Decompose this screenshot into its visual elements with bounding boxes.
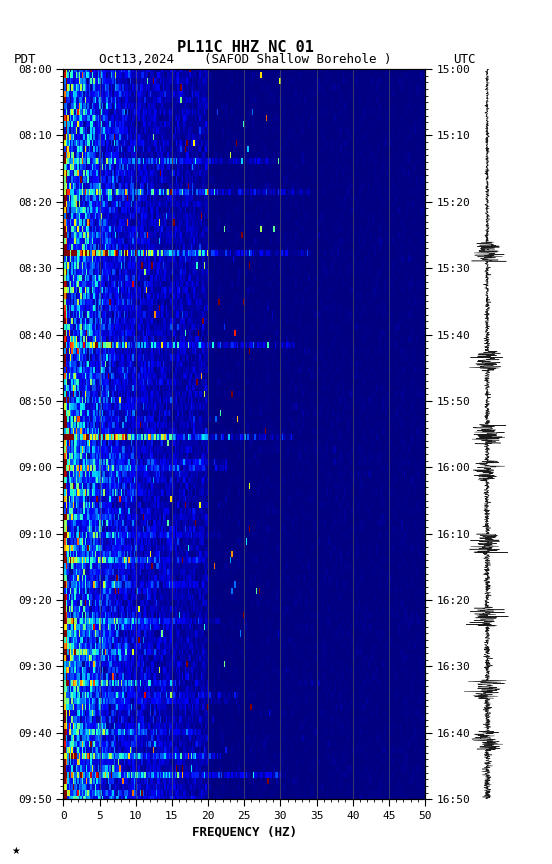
Text: Oct13,2024    (SAFOD Shallow Borehole ): Oct13,2024 (SAFOD Shallow Borehole ) [99,53,392,66]
X-axis label: FREQUENCY (HZ): FREQUENCY (HZ) [192,825,297,838]
Text: UTC: UTC [453,53,476,66]
Text: ★: ★ [11,846,20,855]
Text: PDT: PDT [14,53,36,66]
Text: PL11C HHZ NC 01: PL11C HHZ NC 01 [177,40,314,55]
